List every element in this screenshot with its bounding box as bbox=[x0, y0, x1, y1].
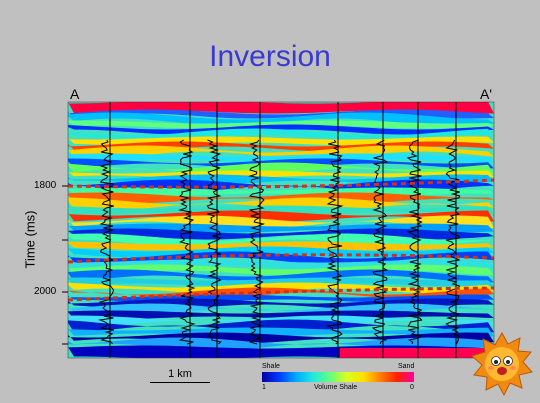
horizon-line bbox=[68, 286, 494, 302]
impedance-layer bbox=[68, 241, 494, 251]
color-bar bbox=[262, 372, 414, 382]
impedance-layer bbox=[68, 277, 494, 287]
section-start-label: A bbox=[70, 86, 80, 102]
well-log-curve bbox=[248, 139, 265, 345]
horizon-line bbox=[68, 178, 494, 189]
colorbar-caption: Volume Shale bbox=[314, 384, 358, 391]
well-log-curve bbox=[98, 139, 115, 345]
y-axis-label: Time (ms) bbox=[22, 210, 38, 269]
scale-bar bbox=[150, 382, 210, 383]
inversion-image bbox=[68, 102, 494, 358]
impedance-layer bbox=[68, 233, 494, 247]
impedance-layer bbox=[68, 120, 494, 129]
colorbar-max-label: 0 bbox=[410, 384, 414, 391]
impedance-layer bbox=[68, 102, 494, 114]
well-log-curve bbox=[326, 139, 344, 345]
impedance-layer bbox=[68, 215, 494, 229]
impedance-layer bbox=[68, 210, 494, 222]
impedance-layer bbox=[68, 264, 494, 276]
tick-label-2000: 2000 bbox=[34, 286, 57, 297]
well-log-curve bbox=[206, 139, 223, 345]
impedance-layer bbox=[68, 109, 494, 119]
colorbar-min-label: 1 bbox=[262, 384, 266, 391]
impedance-layer bbox=[68, 145, 494, 159]
colorbar-left-label: Shale bbox=[262, 363, 280, 370]
impedance-layer bbox=[68, 112, 494, 126]
well-log-curve bbox=[371, 139, 389, 345]
impedance-layer bbox=[68, 153, 494, 163]
tick-label-1800: 1800 bbox=[34, 180, 57, 191]
scale-bar-label: 1 km bbox=[168, 368, 192, 380]
impedance-layer bbox=[68, 192, 494, 204]
colorbar-right-label: Sand bbox=[398, 363, 415, 370]
well-log-curve bbox=[445, 139, 461, 345]
section-end-label: A' bbox=[480, 86, 493, 102]
impedance-layer bbox=[68, 162, 494, 176]
well-log-curve bbox=[178, 139, 196, 345]
impedance-layer bbox=[68, 319, 494, 333]
impedance-layer bbox=[68, 327, 494, 337]
bottom-layer-red bbox=[340, 348, 494, 358]
impedance-layer bbox=[68, 310, 494, 320]
slide-title: Inversion bbox=[209, 40, 331, 73]
impedance-layer bbox=[68, 332, 494, 344]
horizon-line bbox=[68, 253, 494, 264]
sun-mascot-icon bbox=[471, 332, 533, 396]
impedance-layer bbox=[68, 197, 494, 211]
impedance-layer bbox=[68, 205, 494, 215]
impedance-layer bbox=[68, 269, 494, 283]
well-log-curve bbox=[406, 139, 423, 345]
